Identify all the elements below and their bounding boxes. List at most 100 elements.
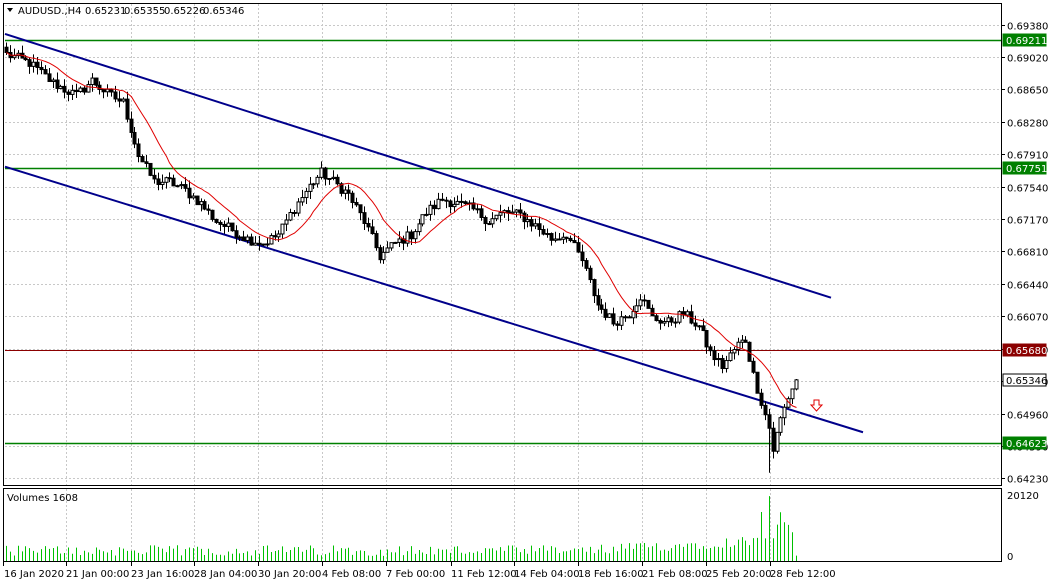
candle-body [288,211,293,221]
symbol-dropdown-icon[interactable] [7,8,13,12]
candle-body [300,197,305,203]
candle-body [475,208,480,211]
candle-body [62,85,67,93]
x-tick-label: 30 Jan 20:00 [258,569,321,580]
low-value: 0.65226 [164,6,205,17]
open-value: 0.65231 [85,6,126,17]
candle-body [195,195,200,206]
candle-body [646,299,651,309]
y-tick-label: 0.66440 [1007,281,1048,292]
candle-body [97,84,102,90]
x-tick-label: 18 Feb 16:00 [578,569,644,580]
price-tag-label: 0.67751 [1006,164,1047,175]
candle-body [385,247,390,253]
candle-body [175,185,180,188]
candle-body [43,69,48,75]
y-tick-label: 0.66810 [1007,248,1048,259]
candle-body [331,176,336,179]
candle-body [257,242,262,245]
candle-body [315,176,320,185]
candle-body [335,176,340,185]
moving-average-line [6,52,797,408]
price-tag-box [1002,436,1047,450]
candle-body [354,201,359,206]
candle-body [346,189,351,194]
candle-body [701,325,706,332]
candle-body [549,233,554,241]
x-tick-label: 7 Feb 00:00 [386,569,445,580]
candle-body [588,267,593,281]
y-tick-label: 0.68650 [1007,86,1048,97]
candle-body [708,346,713,352]
candle-body [171,177,176,187]
candle-body [619,316,624,326]
price-tag-level-0-69211: 0.69211 [1002,33,1047,47]
volume-panel-frame [3,488,1002,562]
candle-body [132,131,137,145]
candle-body [265,243,270,246]
candle-body [39,66,44,71]
candle-body [27,59,32,67]
candle-body [101,88,106,93]
candle-body [167,177,172,180]
candle-body [494,214,499,220]
candle-body [12,55,17,59]
candle-body [304,190,309,199]
candle-body [724,360,729,370]
candle-body [339,183,344,194]
candle-body [611,313,616,325]
candle-body [253,242,258,246]
candle-body [759,392,764,406]
candle-body [237,236,242,239]
candle-body [105,88,110,93]
candle-body [596,295,601,306]
candle-body [572,240,577,244]
candle-body [374,233,379,249]
candle-body [697,325,702,328]
y-tick-label: 0.67170 [1007,216,1048,227]
candle-body [720,358,725,370]
candle-body [669,317,674,323]
candle-body [794,379,799,390]
candle-body [763,404,768,416]
candle-body [129,118,134,133]
candle-body [662,321,667,324]
candle-body [498,212,503,216]
candle-body [109,88,114,93]
candle-body [148,162,153,176]
candle-body [4,46,9,53]
time-axis: 16 Jan 2020 21 Jan 00:00 23 Jan 16:00 28 Ja… [3,562,836,580]
candle-body [319,167,324,178]
candle-body [790,388,795,400]
candle-body [627,316,632,319]
candle-body [276,233,281,238]
x-tick-label: 28 Feb 12:00 [770,569,836,580]
candle-body [553,238,558,241]
candle-body [771,427,776,452]
candle-body [623,316,628,319]
candle-body [778,417,783,433]
candle-body [533,223,538,227]
candle-body [358,204,363,214]
candle-body [424,213,429,216]
candle-body [249,236,254,246]
volume-label: Volumes 1608 [7,493,78,504]
close-value: 0.65346 [203,6,244,17]
candle-body [152,174,157,180]
candle-body [156,178,161,186]
candle-body [113,91,118,100]
y-tick-label: 0.64960 [1007,411,1048,422]
candle-body [510,211,515,214]
candle-body [78,87,83,93]
candle-body [693,322,698,327]
price-panel-frame [3,3,1002,486]
candle-body [296,201,301,214]
candle-body [631,311,636,319]
x-tick-label: 28 Jan 04:00 [194,569,257,580]
high-value: 0.65355 [124,6,165,17]
candle-body [541,228,546,235]
candle-body [269,235,274,245]
arrow-shape [809,399,824,412]
candle-body [537,223,542,230]
candle-body [518,209,523,214]
